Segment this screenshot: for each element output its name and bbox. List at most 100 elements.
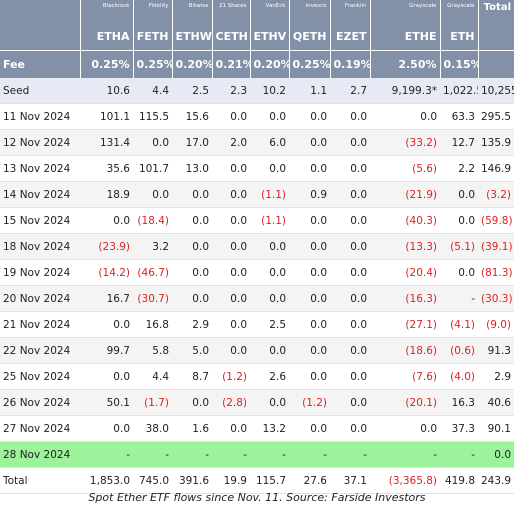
data-row: Seed 10.6 4.4 2.5 2.3 10.2 1.1 2.7 9,199.3* 1,022…: [0, 78, 514, 104]
flow-value: 17.0: [172, 129, 212, 156]
row-label: 26 Nov 2024: [0, 389, 80, 416]
flow-value: 0.0: [330, 363, 370, 390]
row-label: 22 Nov 2024: [0, 337, 80, 364]
flow-value: 10.6: [80, 78, 133, 104]
data-row: Total 1,853.0 745.0 391.6 19.9 115.7 27.6 37.1(…: [0, 467, 514, 494]
flow-value: 135.9: [478, 129, 514, 156]
flow-value: 0.0: [212, 259, 250, 286]
flow-value: 0.0: [440, 207, 478, 234]
flow-value: 0.0: [478, 441, 514, 468]
flow-value: 35.6: [80, 155, 133, 182]
flow-value: 0.0: [289, 155, 330, 182]
flow-value: 0.0: [80, 363, 133, 390]
flow-value: 6.0: [250, 129, 289, 156]
ticker: CETH: [211, 23, 250, 51]
flow-value: 13.0: [172, 155, 212, 182]
flow-value: (5.1): [440, 233, 478, 260]
flow-value: 0.0: [212, 233, 250, 260]
flow-value: (1.2): [212, 363, 250, 390]
flow-value: 0.0: [440, 181, 478, 208]
flow-value: 0.0: [80, 311, 133, 338]
flow-value: 0.0: [440, 259, 478, 286]
fee: 0.19%: [329, 50, 370, 78]
flow-value: 12.7: [440, 129, 478, 156]
row-label: 28 Nov 2024: [0, 441, 80, 468]
data-row: 14 Nov 2024 18.9 0.0 0.0 0.0 (1.1) 0.9 0.0 (21.9…: [0, 181, 514, 208]
flow-value: 0.0: [80, 207, 133, 234]
fee-row: Fee 0.25% 0.25% 0.20% 0.21% 0.20% 0.25% 0.19% 2.…: [0, 50, 514, 78]
row-label: Total: [0, 467, 80, 494]
flow-value: -: [212, 441, 250, 468]
flow-value: 0.0: [133, 181, 172, 208]
issuer: Total: [477, 0, 514, 23]
flow-value: 3.2: [133, 233, 172, 260]
flow-value: 63.3: [440, 103, 478, 130]
flow-value: 0.0: [289, 337, 330, 364]
flow-value: (1.1): [250, 207, 289, 234]
ticker: QETH: [288, 23, 330, 51]
fee: 0.25%: [288, 50, 330, 78]
issuer: Grayscale: [369, 0, 440, 23]
flow-value: 40.6: [478, 389, 514, 416]
flow-value: 0.0: [250, 259, 289, 286]
flow-value: 0.0: [330, 285, 370, 312]
flow-value: 0.0: [212, 311, 250, 338]
row-label: 12 Nov 2024: [0, 129, 80, 156]
flow-value: 0.0: [133, 129, 172, 156]
flow-value: (39.1): [478, 233, 514, 260]
flow-value: 0.0: [212, 155, 250, 182]
flow-value: 10.2: [250, 78, 289, 104]
data-row: 28 Nov 2024- - - - - - - - -0.0: [0, 441, 514, 468]
flow-value: 131.4: [80, 129, 133, 156]
flow-value: 15.6: [172, 103, 212, 130]
flow-value: 0.0: [330, 103, 370, 130]
flow-value: 0.0: [330, 181, 370, 208]
flow-value: 0.0: [212, 207, 250, 234]
flow-value: 0.0: [289, 207, 330, 234]
row-label: 14 Nov 2024: [0, 181, 80, 208]
flow-value: 0.0: [289, 285, 330, 312]
flow-value: 18.9: [80, 181, 133, 208]
flow-value: 8.7: [172, 363, 212, 390]
flow-value: -: [330, 441, 370, 468]
flow-value: 0.0: [370, 103, 440, 130]
flow-value: 146.9: [478, 155, 514, 182]
flow-value: 0.0: [212, 181, 250, 208]
flow-value: 0.0: [172, 207, 212, 234]
ticker: ETH: [439, 23, 478, 51]
flow-value: 0.0: [212, 285, 250, 312]
flow-value: 0.0: [330, 415, 370, 442]
flow-value: 2.5: [172, 78, 212, 104]
flow-value: 0.0: [250, 155, 289, 182]
flow-value: 101.1: [80, 103, 133, 130]
flow-value: 243.9: [478, 467, 514, 494]
data-row: 20 Nov 2024 16.7 (30.7) 0.0 0.0 0.0 0.0 0.0 (16.…: [0, 285, 514, 312]
flow-value: 0.0: [212, 103, 250, 130]
flow-value: 16.7: [80, 285, 133, 312]
flow-value: (30.7): [133, 285, 172, 312]
flow-value: -: [440, 285, 478, 312]
issuer: Invesco: [288, 0, 330, 23]
flow-value: (1.2): [289, 389, 330, 416]
caption: Spot Ether ETF flows since Nov. 11. Sour…: [88, 491, 426, 504]
ticker: ETHV: [249, 23, 289, 51]
flow-value: 90.1: [478, 415, 514, 442]
flow-value: 0.0: [330, 389, 370, 416]
flow-value: 295.5: [478, 103, 514, 130]
flow-value: (1.7): [133, 389, 172, 416]
flow-value: 1,022.5*: [440, 78, 478, 104]
row-label: 27 Nov 2024: [0, 415, 80, 442]
flow-value: -: [289, 441, 330, 468]
flow-value: (1.1): [250, 181, 289, 208]
flow-value: 37.1: [330, 467, 370, 494]
flow-value: 0.0: [172, 259, 212, 286]
flow-value: 0.0: [330, 259, 370, 286]
flow-value: 27.6: [289, 467, 330, 494]
flow-value: 0.0: [80, 415, 133, 442]
flow-value: 2.5: [250, 311, 289, 338]
ticker: ETHA: [79, 23, 133, 51]
fee: 0.25%: [79, 50, 133, 78]
data-row: 12 Nov 2024 131.4 0.0 17.0 2.0 6.0 0.0 0.0 (33.2…: [0, 129, 514, 156]
flow-value: 0.0: [330, 155, 370, 182]
flow-value: 19.9: [212, 467, 250, 494]
